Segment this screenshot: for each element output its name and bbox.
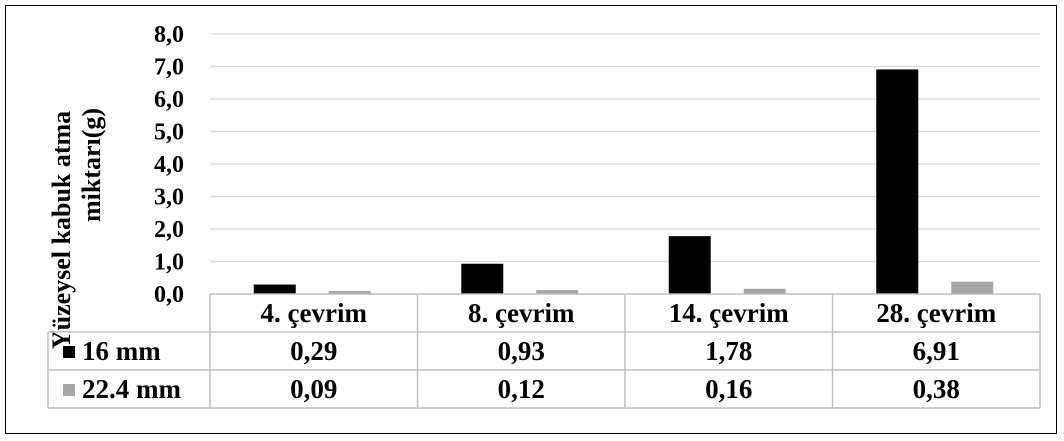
- y-tick-label: 8,0: [154, 22, 184, 48]
- data-label: 0,16: [705, 374, 752, 404]
- bar-22.4-mm-3: [951, 281, 994, 294]
- y-tick-label: 6,0: [154, 87, 184, 113]
- y-tick-label: 3,0: [154, 185, 184, 211]
- y-tick-label: 0,0: [154, 282, 184, 308]
- category-label: 14. çevrim: [669, 298, 789, 328]
- bar-16-mm-3: [876, 69, 919, 294]
- y-axis-label: Yüzeysel kabuk atma miktarı(g): [47, 108, 106, 349]
- bars: [253, 69, 994, 294]
- data-table: 4. çevrim 8. çevrim 14. çevrim 28. çevrim 16…: [47, 293, 1041, 409]
- y-axis-label-line-1: Yüzeysel kabuk atma: [47, 111, 76, 349]
- data-label: 0,38: [913, 374, 960, 404]
- y-axis-ticks: 0,0 1,0 2,0 3,0 4,0 5,0 6,0 7,0 8,0: [154, 22, 184, 308]
- y-tick-label: 1,0: [154, 250, 184, 276]
- bar-16-mm-1: [461, 263, 504, 294]
- data-label: 0,09: [290, 374, 337, 404]
- bar-16-mm-0: [253, 284, 296, 294]
- legend-label: 16 mm: [82, 336, 161, 366]
- bar-22.4-mm-0: [328, 291, 371, 294]
- data-label: 0,12: [498, 374, 545, 404]
- data-label: 1,78: [705, 336, 752, 366]
- y-tick-label: 5,0: [154, 120, 184, 146]
- data-label: 0,29: [290, 336, 337, 366]
- y-tick-label: 2,0: [154, 217, 184, 243]
- category-label: 4. çevrim: [261, 298, 368, 328]
- y-tick-label: 7,0: [154, 55, 184, 81]
- legend-label: 22.4 mm: [82, 374, 181, 404]
- category-label: 28. çevrim: [876, 298, 996, 328]
- bar-22.4-mm-2: [743, 288, 786, 294]
- legend-key-16-mm: [63, 346, 75, 358]
- category-label: 8. çevrim: [468, 298, 575, 328]
- bar-22.4-mm-1: [536, 290, 579, 294]
- legend-key-22.4-mm: [63, 384, 75, 396]
- data-label: 0,93: [498, 336, 545, 366]
- y-tick-label: 4,0: [154, 152, 184, 178]
- data-label: 6,91: [913, 336, 960, 366]
- bar-16-mm-2: [668, 236, 711, 294]
- y-axis-label-line-2: miktarı(g): [77, 108, 106, 222]
